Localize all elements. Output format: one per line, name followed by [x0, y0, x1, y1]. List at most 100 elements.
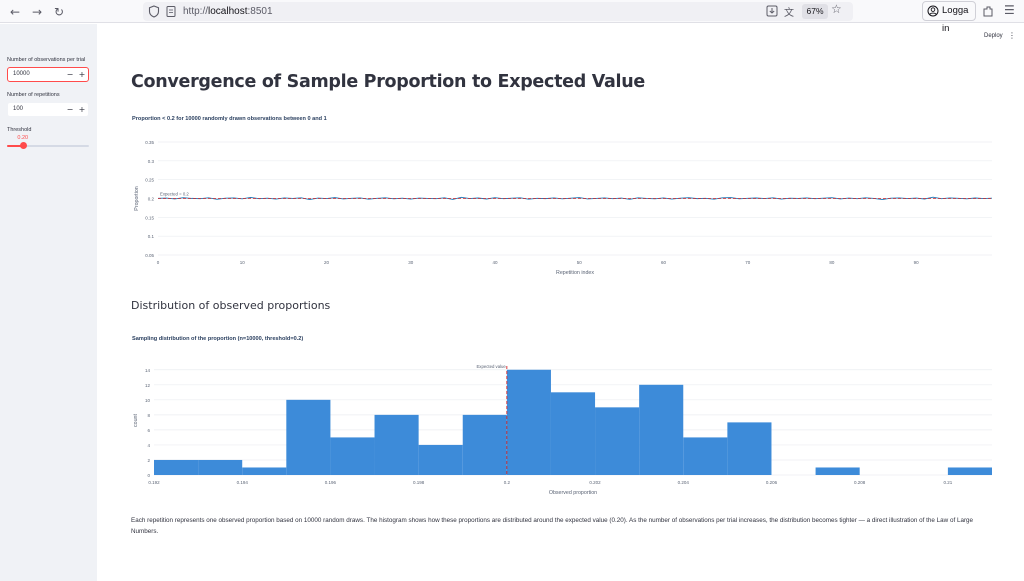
line-chart[interactable]: 0.05 0.1 0.15 0.2 0.25 0.3 0.35 0 10 20 30 40 50 60 70… [130, 132, 996, 278]
y-tick-label: 0.15 [145, 215, 154, 220]
histogram-bar[interactable] [727, 422, 772, 475]
threshold-slider-thumb[interactable] [19, 142, 27, 149]
threshold-slider-value: 0.20 [17, 135, 29, 141]
x-tick-label: 20 [324, 260, 330, 265]
section-title-distribution: Distribution of observed proportions [131, 299, 331, 312]
page-info-icon[interactable] [166, 6, 176, 17]
shield-icon[interactable] [148, 5, 160, 18]
x-tick-label: 60 [661, 260, 667, 265]
y-tick-label: 0 [147, 473, 150, 478]
page-title: Convergence of Sample Proportion to Expe… [131, 72, 645, 92]
x-tick-label: 80 [829, 260, 835, 265]
y-tick-label: 0.3 [148, 159, 155, 164]
histogram-bar[interactable] [683, 437, 728, 475]
y-tick-label: 2 [147, 458, 150, 463]
x-tick-label: 0.196 [325, 480, 337, 485]
y-tick-label: 14 [145, 368, 151, 373]
x-tick-label: 0.2 [504, 480, 511, 485]
back-arrow-icon[interactable]: ← [9, 5, 21, 19]
caption-text: Each repetition represents one observed … [131, 517, 974, 535]
expected-value-annotation: Expected = 0.2 [160, 192, 189, 197]
x-tick-label: 0.204 [678, 480, 690, 485]
histogram-bar[interactable] [462, 414, 507, 475]
address-bar[interactable]: http://localhost:8501 文 67% ☆ [143, 2, 853, 21]
repetitions-increment-button[interactable]: + [78, 105, 86, 114]
histogram-bar[interactable] [639, 384, 684, 475]
y-axis-label: Proportion [134, 186, 140, 210]
observations-label: Number of observations per trial [7, 57, 86, 63]
main-menu-icon[interactable]: ⋮ [1008, 31, 1016, 40]
x-tick-label: 40 [492, 260, 498, 265]
histogram-bar[interactable] [374, 414, 419, 475]
observations-value[interactable]: 10000 [13, 71, 30, 77]
login-label: Logga in [942, 5, 969, 34]
histogram-title: Sampling distribution of the proportion … [132, 336, 304, 342]
histogram-bar[interactable] [242, 467, 287, 475]
x-tick-label: 90 [914, 260, 920, 265]
histogram-bar[interactable] [595, 407, 640, 475]
y-tick-label: 0.05 [145, 253, 154, 258]
x-tick-label: 0.21 [944, 480, 953, 485]
login-button[interactable]: Logga in [922, 1, 976, 34]
histogram-bar[interactable] [286, 399, 331, 475]
x-tick-label: 0.206 [766, 480, 778, 485]
x-tick-label: 0.194 [237, 480, 249, 485]
repetitions-input[interactable]: 100 − + [7, 102, 89, 117]
histogram-bar[interactable] [198, 459, 243, 475]
line-chart-title: Proportion < 0.2 for 10000 randomly draw… [132, 116, 327, 122]
x-tick-label: 0.202 [589, 480, 601, 485]
histogram-chart[interactable]: 0 2 4 6 8 10 12 14 0.192 0.194 0.196 0.198 0.2 0.202 0… [130, 358, 996, 500]
url-text[interactable]: http://localhost:8501 [183, 4, 273, 19]
histogram-bar[interactable] [418, 444, 463, 475]
histogram-bar[interactable] [330, 437, 375, 475]
url-host: localhost [208, 6, 248, 17]
browser-toolbar: ← → ↻ http://localhost:8501 文 67% ☆ Logg… [0, 0, 1024, 34]
y-tick-label: 8 [147, 413, 150, 418]
hamburger-menu-icon[interactable]: ☰ [1004, 3, 1015, 17]
repetitions-label: Number of repetitions [7, 92, 60, 98]
x-axis-label: Observed proportion [549, 490, 597, 496]
bookmark-star-icon[interactable]: ☆ [831, 2, 842, 16]
y-tick-label: 0.2 [148, 197, 155, 202]
histogram-bar[interactable] [815, 467, 860, 475]
x-tick-label: 0.192 [148, 480, 160, 485]
reload-icon[interactable]: ↻ [53, 5, 65, 19]
observations-increment-button[interactable]: + [78, 70, 86, 79]
download-icon[interactable] [766, 5, 778, 17]
x-tick-label: 70 [745, 260, 751, 265]
y-tick-label: 10 [145, 398, 151, 403]
x-tick-label: 50 [577, 260, 583, 265]
x-tick-label: 10 [240, 260, 246, 265]
histogram-bar[interactable] [154, 459, 199, 475]
x-tick-label: 0 [157, 260, 160, 265]
observations-decrement-button[interactable]: − [66, 70, 74, 79]
y-tick-label: 12 [145, 383, 151, 388]
y-axis-label: count [133, 413, 139, 426]
histogram-bar[interactable] [550, 392, 596, 475]
extensions-icon[interactable] [982, 5, 994, 18]
y-tick-label: 0.35 [145, 140, 154, 145]
translate-icon[interactable]: 文 [784, 8, 794, 19]
threshold-slider[interactable] [7, 142, 89, 149]
url-port: :8501 [247, 6, 273, 17]
x-tick-label: 30 [408, 260, 414, 265]
x-tick-label: 0.198 [413, 480, 425, 485]
y-tick-label: 4 [147, 443, 150, 448]
threshold-slider-fill [7, 144, 24, 147]
expected-value-annotation: Expected value [476, 364, 506, 369]
histogram-bar[interactable] [506, 369, 551, 475]
url-scheme: http:// [183, 6, 209, 17]
threshold-label: Threshold [7, 127, 32, 133]
x-axis-label: Repetition index [556, 270, 594, 276]
y-tick-label: 0.1 [148, 234, 155, 239]
deploy-button[interactable]: Deploy [984, 33, 1003, 39]
account-icon [927, 5, 939, 17]
y-tick-label: 0.25 [145, 178, 154, 183]
forward-arrow-icon[interactable]: → [31, 5, 43, 19]
y-tick-label: 6 [147, 428, 150, 433]
histogram-bar[interactable] [947, 467, 992, 475]
zoom-level[interactable]: 67% [802, 4, 828, 19]
observations-input[interactable]: 10000 − + [7, 67, 89, 82]
repetitions-decrement-button[interactable]: − [66, 105, 74, 114]
repetitions-value[interactable]: 100 [13, 106, 24, 112]
